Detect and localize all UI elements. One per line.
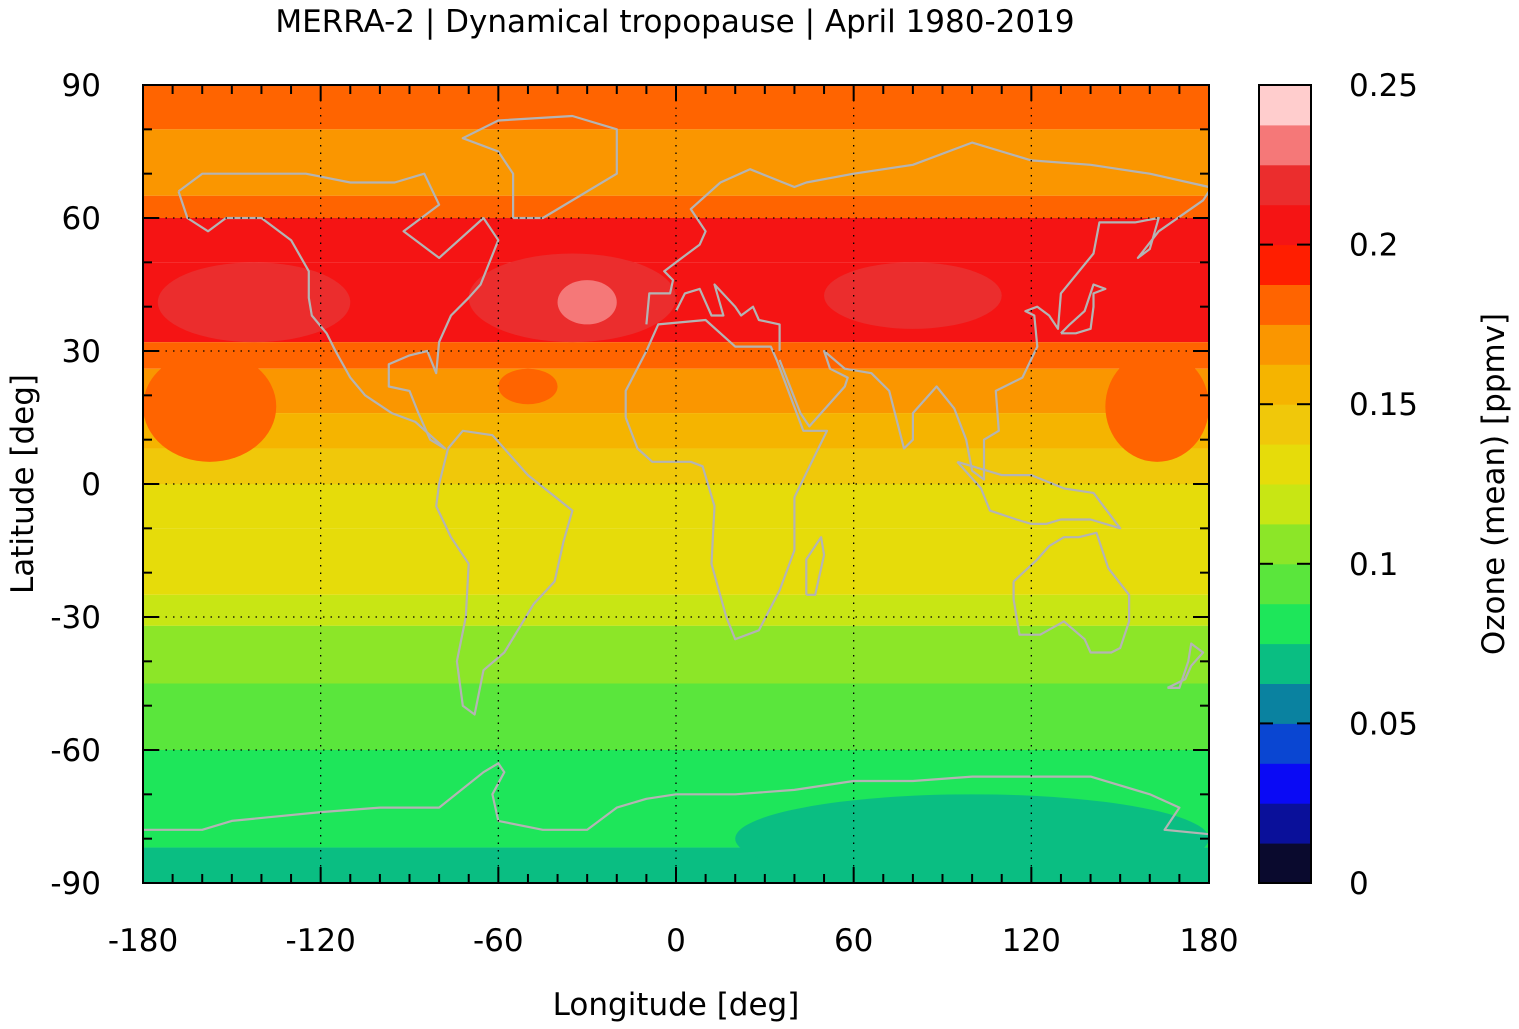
zonal-band-10 <box>143 528 1209 595</box>
anomaly-patch-0 <box>143 351 277 462</box>
colorbar-swatch-4 <box>1259 683 1311 724</box>
x-tick-label: -120 <box>285 923 355 959</box>
chart-title: MERRA-2 | Dynamical tropopause | April 1… <box>275 4 1074 40</box>
y-tick-label: 30 <box>62 334 101 370</box>
anomaly-patch-5 <box>557 280 617 325</box>
coastline-path-12 <box>805 536 826 596</box>
y-tick-label: 0 <box>81 467 101 503</box>
zonal-band-2 <box>143 195 1209 218</box>
colorbar-tick-label: 0.1 <box>1349 547 1398 583</box>
coastline-path-2 <box>435 429 574 716</box>
anomaly-patch-6 <box>498 368 558 405</box>
coastline-path-10 <box>1167 642 1205 689</box>
colorbar-swatch-19 <box>1259 85 1311 126</box>
colorbar-tick-label: 0.2 <box>1349 228 1398 264</box>
zonal-band-1 <box>143 129 1209 196</box>
x-tick-label: 120 <box>1002 923 1061 959</box>
colorbar-swatch-18 <box>1259 124 1311 166</box>
zonal-band-8 <box>143 448 1209 484</box>
colorbar <box>1259 85 1311 884</box>
y-tick-label: 60 <box>62 201 101 237</box>
colorbar-tick-label: 0.05 <box>1349 706 1418 742</box>
x-tick-label: 0 <box>666 923 686 959</box>
colorbar-swatch-3 <box>1259 723 1311 764</box>
colorbar-swatch-5 <box>1259 643 1311 684</box>
coastline-path-6 <box>778 190 1210 481</box>
y-tick-label: -60 <box>50 733 101 769</box>
zonal-band-6 <box>143 368 1209 414</box>
colorbar-swatch-16 <box>1259 204 1311 246</box>
colorbar-swatch-6 <box>1259 603 1311 645</box>
coastline-path-8 <box>1012 531 1131 654</box>
heatmap-field <box>143 85 1209 884</box>
zonal-band-12 <box>143 625 1209 684</box>
coastline-path-1 <box>461 114 618 220</box>
colorbar-swatch-1 <box>1259 803 1311 844</box>
colorbar-frame <box>1258 84 1312 884</box>
anomaly-patch-7 <box>735 794 1209 884</box>
x-tick-label: -60 <box>473 923 524 959</box>
zonal-band-3 <box>143 218 1209 263</box>
colorbar-ticks: 0.25 0.2 0.15 0.1 0.05 0 <box>1259 68 1418 902</box>
x-tick-label: -180 <box>108 923 178 959</box>
y-tick-label: -30 <box>50 600 101 636</box>
y-axis-label: Latitude [deg] <box>5 374 41 594</box>
colorbar-swatch-17 <box>1259 164 1311 206</box>
coastline-path-7 <box>1060 283 1107 335</box>
colorbar-swatch-13 <box>1259 324 1311 365</box>
x-tick-label: 60 <box>834 923 873 959</box>
colorbar-swatch-14 <box>1259 284 1311 325</box>
coastline-path-4 <box>645 141 1210 325</box>
colorbar-swatch-0 <box>1259 843 1311 884</box>
anomaly-patch-1 <box>1105 351 1209 462</box>
y-tick-label: -90 <box>50 866 101 902</box>
anomaly-patch-3 <box>824 262 1002 329</box>
y-tick-label: 90 <box>62 68 101 104</box>
colorbar-tick-label: 0.25 <box>1349 68 1418 104</box>
y-axis-ticks: 90 60 30 0 -30 -60 -90 <box>50 68 1209 902</box>
colorbar-tick-label: 0 <box>1349 866 1369 902</box>
colorbar-swatch-12 <box>1259 364 1311 405</box>
colorbar-swatch-15 <box>1259 244 1311 285</box>
coastline-path-9 <box>956 460 1122 530</box>
colorbar-swatch-9 <box>1259 484 1311 525</box>
colorbar-swatch-7 <box>1259 563 1311 605</box>
colorbar-swatch-11 <box>1259 404 1311 445</box>
grid-lines <box>143 85 1209 883</box>
colorbar-swatch-10 <box>1259 444 1311 485</box>
colorbar-label: Ozone (mean) [ppmv] <box>1476 313 1512 655</box>
colorbar-swatch-2 <box>1259 763 1311 804</box>
coastline-path-0 <box>177 172 500 450</box>
coastline-path-3 <box>624 318 829 641</box>
colorbar-tick-label: 0.15 <box>1349 387 1418 423</box>
anomaly-patch-2 <box>157 262 351 343</box>
x-tick-label: 180 <box>1179 923 1238 959</box>
coastline-path-11 <box>143 762 1210 836</box>
colorbar-swatch-8 <box>1259 523 1311 565</box>
x-axis-label: Longitude [deg] <box>553 987 800 1023</box>
coastline-path-5 <box>675 283 781 351</box>
x-axis-ticks: -180 -120 -60 0 60 120 180 <box>108 85 1239 959</box>
coastline-overlay <box>143 114 1210 836</box>
